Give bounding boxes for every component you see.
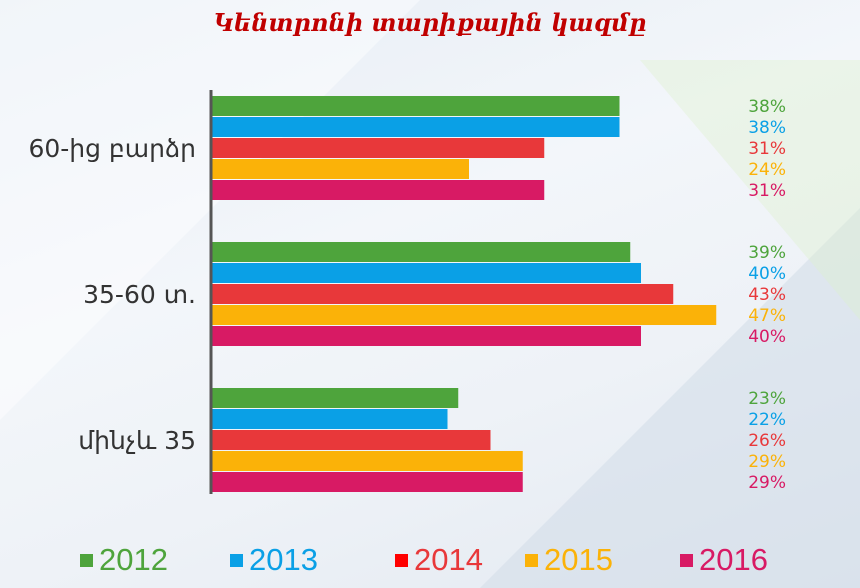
chart-title: Կենտրոնի տարիքային կազմը — [213, 8, 647, 37]
bar-2012-1 — [211, 242, 631, 262]
bar-2012-0 — [211, 96, 620, 116]
bar-2013-0 — [211, 117, 620, 137]
data-label: 39% — [748, 243, 786, 263]
legend-swatch-2012 — [80, 553, 93, 567]
data-label: 38% — [748, 97, 786, 117]
bar-2016-2 — [211, 472, 523, 492]
bar-2015-0 — [211, 159, 469, 179]
legend-item-2013: 2013 — [230, 540, 318, 580]
data-label: 24% — [748, 160, 786, 180]
chart-legend: 2012 2013 2014 2015 2016 — [80, 540, 840, 580]
data-label: 29% — [748, 473, 786, 493]
legend-label-2013: 2013 — [249, 542, 318, 577]
data-label: 31% — [748, 181, 786, 201]
data-label: 26% — [748, 431, 786, 451]
bar-2014-2 — [211, 430, 491, 450]
bar-2014-0 — [211, 138, 545, 158]
category-label: 35-60 տ. — [83, 280, 196, 309]
bar-2015-1 — [211, 305, 717, 325]
legend-item-2016: 2016 — [680, 540, 768, 580]
legend-label-2012: 2012 — [99, 542, 168, 577]
category-label: 60-ից բարձր — [28, 134, 196, 163]
legend-item-2015: 2015 — [525, 540, 613, 580]
bar-2015-2 — [211, 451, 523, 471]
bar-2013-1 — [211, 263, 641, 283]
category-label: մինչև 35 — [78, 426, 196, 455]
bar-2014-1 — [211, 284, 674, 304]
legend-swatch-2014 — [395, 553, 408, 567]
data-label: 31% — [748, 139, 786, 159]
legend-label-2014: 2014 — [414, 542, 483, 577]
data-label: 47% — [748, 306, 786, 326]
bar-2013-2 — [211, 409, 448, 429]
legend-item-2014: 2014 — [395, 540, 483, 580]
data-label: 29% — [748, 452, 786, 472]
data-label: 23% — [748, 389, 786, 409]
legend-label-2015: 2015 — [544, 542, 613, 577]
data-label: 43% — [748, 285, 786, 305]
bar-2012-2 — [211, 388, 459, 408]
data-label: 40% — [748, 327, 786, 347]
bar-2016-1 — [211, 326, 641, 346]
data-label: 22% — [748, 410, 786, 430]
legend-item-2012: 2012 — [80, 540, 168, 580]
bar-2016-0 — [211, 180, 545, 200]
data-label: 38% — [748, 118, 786, 138]
legend-swatch-2016 — [680, 553, 693, 567]
legend-label-2016: 2016 — [699, 542, 768, 577]
legend-swatch-2015 — [525, 553, 538, 567]
legend-swatch-2013 — [230, 553, 243, 567]
data-label: 40% — [748, 264, 786, 284]
